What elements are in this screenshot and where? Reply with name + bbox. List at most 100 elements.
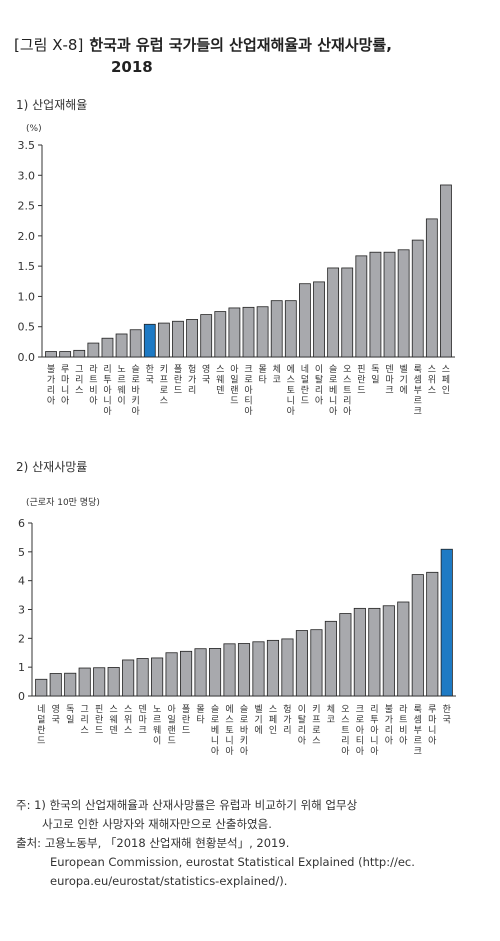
bar (310, 629, 323, 697)
bar (237, 643, 251, 697)
bar (87, 342, 100, 358)
bar (397, 601, 410, 697)
figure-title-year: 2018 (111, 58, 153, 76)
bar (270, 300, 283, 358)
y-tick-label: 0.5 (18, 321, 36, 334)
bar (353, 607, 366, 697)
y-tick-label: 3.5 (18, 139, 36, 152)
bar (299, 283, 311, 358)
y-tick-label: 2 (18, 632, 25, 645)
bar (339, 613, 352, 697)
bar (228, 307, 241, 358)
bar (397, 249, 410, 358)
chart-fatality-rate: (근로자 10만 명당) 0 1 2 3 4 5 6 네 덜 란 드 영 국 독 일 그 리 스 핀 란 드 스 웨 덴 스 위 스 덴… (18, 497, 456, 757)
bar (165, 652, 178, 697)
source-line-2: European Commission, eurostat Statistica… (50, 855, 415, 869)
bar (93, 667, 106, 697)
bar (64, 672, 77, 697)
figure-title: [그림 Ⅹ-8] 한국과 유럽 국가들의 산업재해율과 산재사망률, 2018 (14, 34, 484, 78)
bar (214, 311, 227, 358)
bar (208, 648, 222, 697)
y-tick-label: 5 (18, 546, 25, 559)
bar (327, 267, 340, 358)
y-tick-label: 3.0 (18, 169, 36, 182)
y-tick-label: 0.0 (18, 351, 36, 364)
note-line-2: 사고로 인한 사망자와 재해자만으로 산출하였음. (42, 817, 272, 831)
bar (281, 638, 294, 697)
y-tick-label: 1.5 (18, 260, 36, 273)
bar (368, 607, 381, 697)
bar-highlight (440, 548, 453, 697)
bar (194, 648, 207, 697)
bar (122, 659, 135, 697)
bar (242, 306, 255, 358)
bar (101, 337, 114, 358)
bar (45, 351, 57, 358)
y-tick-label: 2.0 (18, 230, 36, 243)
bar (115, 333, 128, 358)
y-axis-unit-label: (근로자 10만 명당) (26, 497, 100, 508)
chart1-subtitle: 1) 산업재해율 (16, 98, 88, 112)
bar (73, 349, 86, 358)
source-line-3: europa.eu/eurostat/statistics-explained/… (50, 874, 288, 888)
y-tick-label: 2.5 (18, 200, 36, 213)
bar (223, 643, 236, 697)
bar (266, 639, 280, 697)
y-tick-label: 6 (18, 517, 25, 530)
note-line-1: 주: 1) 한국의 산업재해율과 산재사망률은 유럽과 비교하기 위해 업무상 (16, 798, 358, 812)
bar (107, 667, 120, 697)
bar (252, 641, 265, 697)
bar (426, 571, 439, 697)
y-tick-label: 0 (18, 690, 25, 703)
bar (440, 184, 452, 358)
bar (383, 251, 396, 358)
bar (136, 658, 149, 697)
bar (324, 620, 337, 697)
source-line-1: 출처: 고용노동부, 「2018 산업재해 현황분석」, 2019. (16, 836, 290, 850)
y-tick-label: 3 (18, 604, 25, 617)
bar (186, 319, 198, 358)
bar (295, 630, 308, 697)
bar (200, 314, 213, 358)
bar (284, 300, 297, 358)
